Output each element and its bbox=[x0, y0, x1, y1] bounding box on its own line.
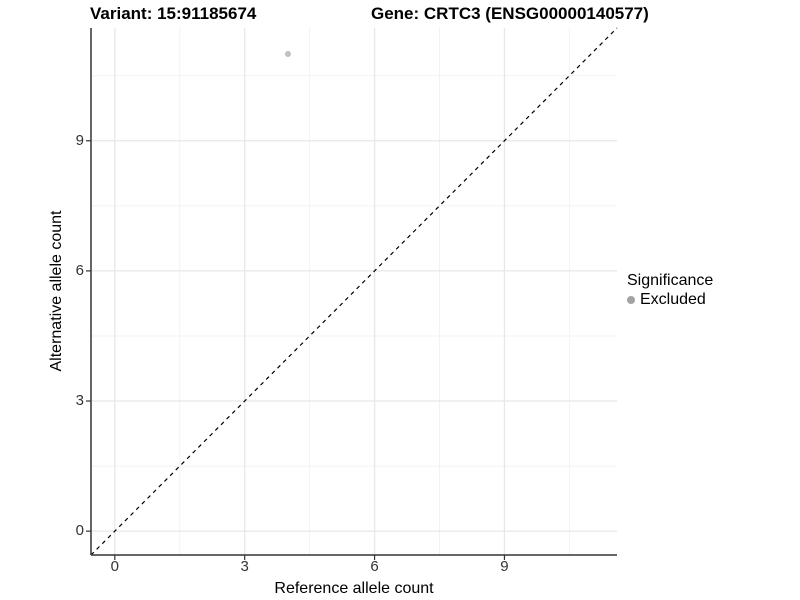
data-point bbox=[284, 51, 291, 58]
y-tick-label: 9 bbox=[75, 131, 84, 149]
y-tick-label: 3 bbox=[75, 392, 84, 410]
legend-entry-label: Excluded bbox=[640, 291, 706, 308]
x-tick-label: 6 bbox=[370, 558, 379, 575]
gene-title: Gene: CRTC3 (ENSG00000140577) bbox=[371, 4, 649, 23]
x-tick-label: 9 bbox=[500, 558, 509, 575]
identity-dashed-line bbox=[90, 27, 618, 556]
legend: Significance Excluded bbox=[627, 271, 713, 309]
y-tick-label: 6 bbox=[75, 261, 84, 279]
x-tick-label: 0 bbox=[110, 558, 119, 575]
variant-title: Variant: 15:91185674 bbox=[90, 4, 257, 23]
legend-entry-excluded: Excluded bbox=[627, 290, 713, 309]
excluded-point-icon bbox=[627, 295, 635, 304]
x-tick-label: 3 bbox=[240, 558, 249, 575]
y-axis-title: Alternative allele count bbox=[48, 210, 65, 372]
legend-title: Significance bbox=[627, 272, 714, 289]
y-tick-label: 0 bbox=[75, 522, 84, 540]
x-axis-title: Reference allele count bbox=[274, 580, 434, 597]
